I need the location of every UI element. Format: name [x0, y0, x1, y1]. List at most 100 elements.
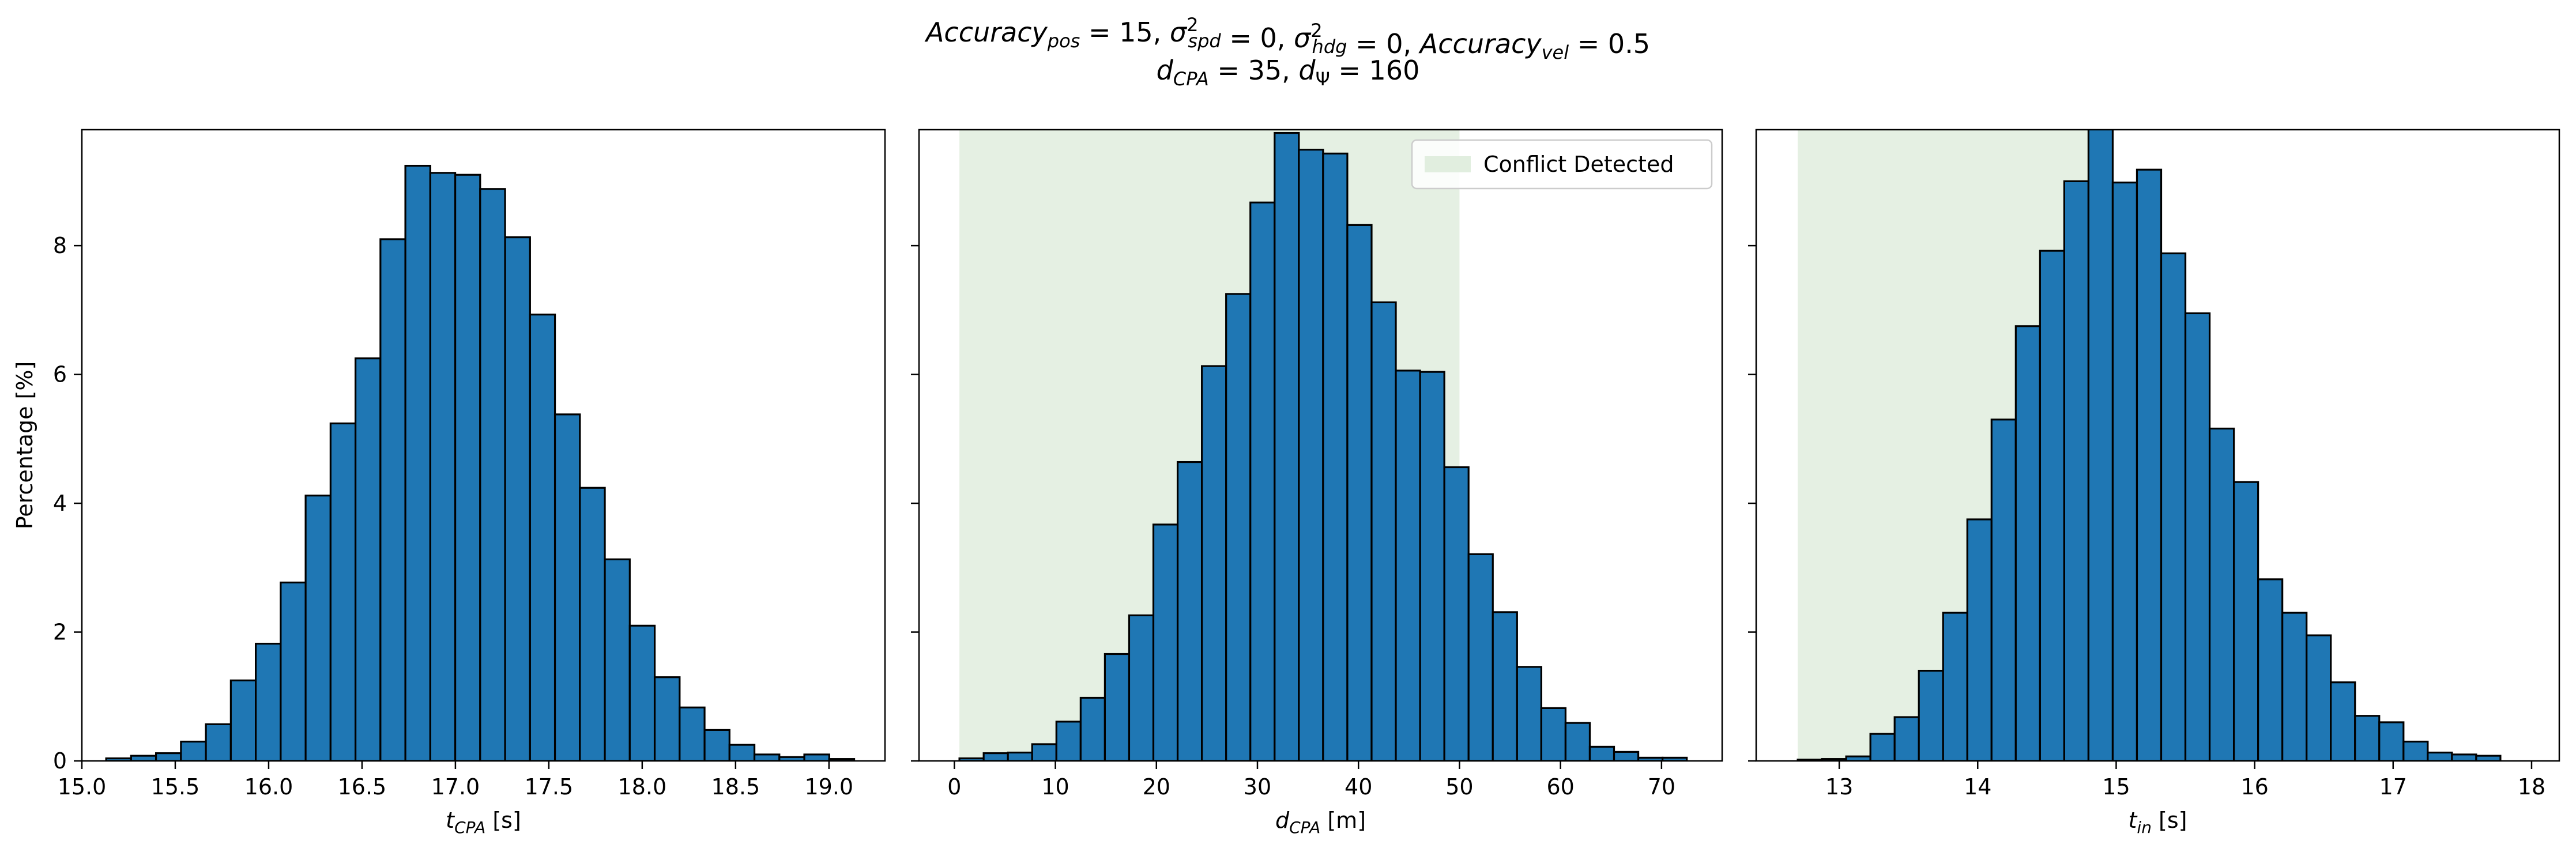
- histogram-bar: [553, 413, 581, 761]
- histogram-bar: [1942, 612, 1968, 761]
- x-tick-label: 20: [1143, 774, 1170, 800]
- histogram-bar: [1346, 224, 1373, 761]
- histogram-bar: [404, 164, 431, 761]
- histogram-bar: [180, 740, 207, 761]
- histogram-bar: [1201, 365, 1227, 761]
- histogram-bar: [1395, 370, 1421, 761]
- histogram-bar: [1128, 614, 1155, 761]
- histogram-bar: [1152, 523, 1179, 761]
- histogram-bar: [2232, 481, 2259, 761]
- histogram-bar: [1031, 743, 1057, 761]
- histogram-bar: [2136, 168, 2163, 761]
- histogram-bar: [1225, 293, 1252, 761]
- histogram-bar: [982, 752, 1009, 761]
- histogram-bar: [1918, 669, 1944, 761]
- histogram-bar: [304, 495, 332, 761]
- histogram-panel-tin: 13 14 15 16 17 18 tin [s]: [1748, 129, 2560, 837]
- histogram-bar: [1990, 419, 2017, 761]
- x-tick-label: 18: [2518, 774, 2545, 800]
- histogram-bar: [1966, 518, 1993, 761]
- axes-frame: [918, 129, 1723, 762]
- histogram-bar: [130, 755, 157, 761]
- x-tick-label: 19.0: [805, 774, 854, 800]
- x-tick-label: 16.0: [244, 774, 293, 800]
- axes-frame: [1755, 129, 2560, 762]
- x-tick-label: 70: [1648, 774, 1675, 800]
- x-tick-label: 18.5: [711, 774, 760, 800]
- y-axis-label: Percentage [%]: [12, 361, 37, 530]
- axes-frame: [81, 129, 886, 762]
- histogram-bar: [1869, 733, 1896, 761]
- histogram-bar: [679, 706, 706, 761]
- histogram-bar: [653, 676, 681, 761]
- histogram-bar: [728, 744, 756, 761]
- histogram-bar: [2160, 252, 2187, 761]
- x-tick-label: 17.0: [431, 774, 480, 800]
- x-axis-label: tin [s]: [2129, 808, 2187, 837]
- histogram-bar: [1104, 653, 1131, 761]
- histogram-bar: [2063, 180, 2090, 761]
- histogram-bar: [1370, 301, 1397, 761]
- histogram-bar: [2330, 681, 2356, 761]
- histogram-bar: [2378, 721, 2405, 761]
- legend-swatch-conflict: [1425, 156, 1471, 172]
- histogram-bar: [1443, 466, 1470, 761]
- histogram-bar: [1007, 751, 1033, 761]
- x-tick-label: 15: [2102, 774, 2130, 800]
- x-tick-label: 15.5: [151, 774, 200, 800]
- histogram-bar: [2087, 130, 2114, 761]
- y-tick-label: 4: [53, 491, 67, 516]
- histogram-bar: [1588, 745, 1615, 761]
- x-tick-label: 15.0: [58, 774, 107, 800]
- plot-area: [1797, 130, 2502, 761]
- histogram-bar: [2451, 753, 2477, 761]
- histogram-panel-dcpa: 0 10 20 30 40 50 60 70 dCPA [m] Conflict Detected: [911, 129, 1723, 837]
- y-tick-label: 0: [53, 748, 67, 774]
- y-tick-label: 2: [53, 620, 67, 645]
- x-tick-label: 60: [1546, 774, 1574, 800]
- histogram-bar: [1419, 371, 1445, 761]
- histogram-bar: [753, 753, 781, 761]
- histogram-bar: [1893, 716, 1920, 761]
- histogram-bar: [205, 723, 232, 761]
- histogram-bar: [2354, 715, 2381, 761]
- histogram-bar: [1516, 666, 1542, 761]
- histogram-bar: [229, 679, 257, 761]
- histogram-bar: [2281, 612, 2308, 761]
- histogram-bar: [1079, 696, 1106, 761]
- x-axis-label: tCPA [s]: [446, 808, 521, 837]
- histogram-bar: [255, 643, 282, 761]
- x-tick-label: 40: [1345, 774, 1372, 800]
- histogram-bar: [2427, 751, 2453, 761]
- histogram-bar: [2039, 250, 2065, 761]
- histogram-bar: [280, 581, 307, 761]
- histogram-bar: [803, 753, 830, 761]
- histogram-bar: [2208, 427, 2235, 761]
- histogram-panel-tcpa: 15.0 15.5 16.0 16.5 17.0 17.5 18.0 18.5 19.0 0 2 4 6…: [12, 129, 886, 837]
- histogram-bar: [155, 752, 182, 761]
- legend-label-conflict-detected: Conflict Detected: [1483, 152, 1674, 177]
- x-tick-label: 16.5: [338, 774, 387, 800]
- histogram-bar: [1274, 131, 1300, 761]
- histogram-bar: [504, 236, 531, 761]
- legend-box: [1411, 139, 1713, 190]
- histogram-bar: [1322, 152, 1349, 761]
- x-tick-label: 0: [947, 774, 961, 800]
- histogram-bar: [1492, 611, 1518, 761]
- histogram-bar: [529, 314, 556, 761]
- histogram-bar: [1564, 722, 1591, 761]
- histogram-bar: [354, 357, 382, 761]
- histogram-bar: [329, 422, 357, 761]
- plot-area: [105, 164, 856, 761]
- histogram-bar: [2111, 182, 2138, 761]
- x-tick-label: 10: [1041, 774, 1069, 800]
- x-tick-label: 18.0: [618, 774, 667, 800]
- histogram-bar: [2475, 755, 2502, 761]
- histogram-bar: [1249, 201, 1276, 761]
- histogram-bar: [479, 188, 506, 761]
- legend: Conflict Detected: [1411, 139, 1713, 190]
- histogram-bar: [703, 729, 730, 761]
- x-tick-label: 17: [2379, 774, 2407, 800]
- x-axis-label: dCPA [m]: [1275, 808, 1366, 837]
